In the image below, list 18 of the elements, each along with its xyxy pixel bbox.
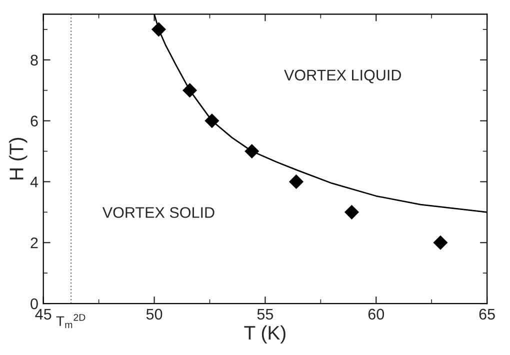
x-tick-label: 55 (257, 308, 274, 320)
x-axis-title: T (K) (244, 325, 286, 344)
y-tick-label: 0 (30, 298, 38, 310)
x-tick-label: 50 (146, 308, 162, 320)
x-tick-label: 60 (368, 308, 384, 320)
point (433, 235, 448, 250)
ref-line-label: T$_{m}$$^{2D}$ (56, 314, 86, 328)
x-tick-label: 65 (479, 308, 495, 320)
point (344, 204, 360, 220)
y-tick-label: 8 (30, 54, 38, 66)
y-tick-label: 6 (30, 116, 38, 126)
y-tick-label: 4 (30, 176, 38, 188)
y-tick-label: 2 (30, 237, 38, 248)
point (288, 174, 304, 189)
x-tick-label: 45 (35, 308, 52, 320)
annotation: VORTEX LIQUID (284, 70, 401, 84)
y-axis-title: H (T) (9, 138, 28, 180)
annotation: VORTEX SOLID (102, 207, 214, 218)
